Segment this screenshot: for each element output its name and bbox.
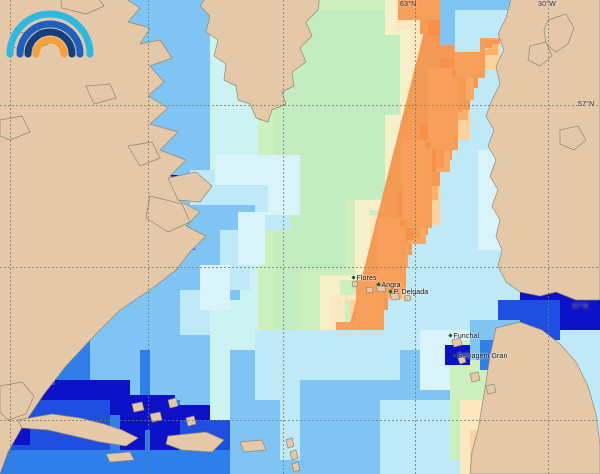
latitude-gridline [0,105,600,106]
latitude-gridline [0,267,600,268]
place-marker-icon [448,333,453,338]
longitude-gridline [548,0,549,474]
place-label-p-delgada: P. Delgada [388,289,428,296]
place-marker-icon [452,353,457,358]
longitude-gridline [148,0,149,474]
place-marker-icon [376,282,381,287]
spinner-arc-outer [6,10,94,58]
place-label-funchal: Funchal [448,333,479,340]
longitude-gridline [283,0,284,474]
spinner-arc-third [24,28,76,58]
longitude-gridline [415,0,416,474]
loading-spinner[interactable] [4,0,96,58]
longitude-gridline [10,0,11,474]
spinner-arc-second [16,20,84,58]
place-marker-icon [388,289,393,294]
grid-label-lat-63n: 63°N [400,1,417,8]
place-label-angra: Angra [376,282,401,289]
place-label-selvagem-grande: Selvagem Gran [452,353,507,360]
place-marker-icon [351,275,356,280]
spinner-arc-inner [32,36,68,58]
latitude-gridline [0,420,600,421]
grid-label-lat-37n: 37°N [572,303,589,310]
grid-label-lat-57n: 57°N [578,101,595,108]
place-label-flores: Flores [351,275,377,282]
grid-label-lon-30w: 30°W [538,1,556,8]
